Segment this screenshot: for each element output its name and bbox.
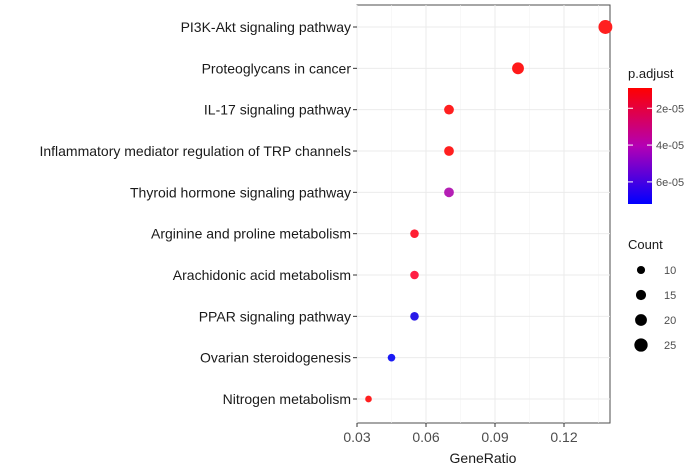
data-point	[387, 353, 396, 362]
plot-panel	[356, 4, 611, 424]
data-point	[598, 20, 613, 34]
y-axis-ticks	[353, 26, 357, 400]
size-legend-dot	[635, 314, 647, 326]
x-tick-label: 0.12	[550, 429, 577, 445]
size-legend-dot	[634, 338, 648, 352]
size-legend-label: 25	[664, 340, 676, 352]
data-point	[410, 312, 419, 321]
category-label: Ovarian steroidogenesis	[200, 350, 351, 366]
color-legend-ticks: 2e-05 4e-05 6e-05	[628, 103, 684, 189]
color-legend-title: p.adjust	[628, 66, 674, 81]
category-label: Arginine and proline metabolism	[151, 226, 351, 242]
size-legend-label: 15	[664, 290, 676, 302]
x-tick-label: 0.03	[343, 429, 370, 445]
x-tick-label: 0.06	[412, 429, 439, 445]
category-labels: PI3K-Akt signaling pathway Proteoglycans …	[39, 19, 351, 407]
category-label: Arachidonic acid metabolism	[173, 267, 351, 283]
category-label: IL-17 signaling pathway	[204, 102, 351, 118]
data-point	[444, 187, 454, 198]
x-tick-label: 0.09	[481, 429, 508, 445]
x-axis: 0.03 0.06 0.09 0.12	[343, 423, 578, 445]
data-point	[410, 229, 419, 238]
color-legend-label: 2e-05	[656, 103, 684, 115]
data-point	[512, 62, 524, 75]
size-legend-title: Count	[628, 237, 663, 252]
size-legend-dot	[635, 289, 647, 301]
category-label: Nitrogen metabolism	[223, 391, 351, 407]
data-point	[444, 104, 454, 115]
data-point	[365, 395, 372, 403]
data-points	[365, 20, 613, 403]
size-legend-label: 20	[664, 315, 676, 327]
data-point	[410, 270, 419, 280]
category-label: PPAR signaling pathway	[199, 308, 351, 324]
color-legend-bar	[628, 88, 652, 204]
color-legend-label: 4e-05	[656, 140, 684, 152]
category-label: Inflammatory mediator regulation of TRP …	[39, 143, 351, 159]
size-legend-dot	[636, 265, 646, 275]
category-label: Proteoglycans in cancer	[202, 60, 352, 76]
size-legend-label: 10	[664, 265, 676, 277]
x-axis-title: GeneRatio	[450, 450, 517, 466]
color-legend-label: 6e-05	[656, 177, 684, 189]
category-label: PI3K-Akt signaling pathway	[181, 19, 351, 35]
data-point	[444, 146, 454, 156]
grid-lines	[356, 5, 610, 423]
size-legend-items: 10 15 20 25	[634, 265, 676, 352]
category-label: Thyroid hormone signaling pathway	[130, 184, 351, 200]
